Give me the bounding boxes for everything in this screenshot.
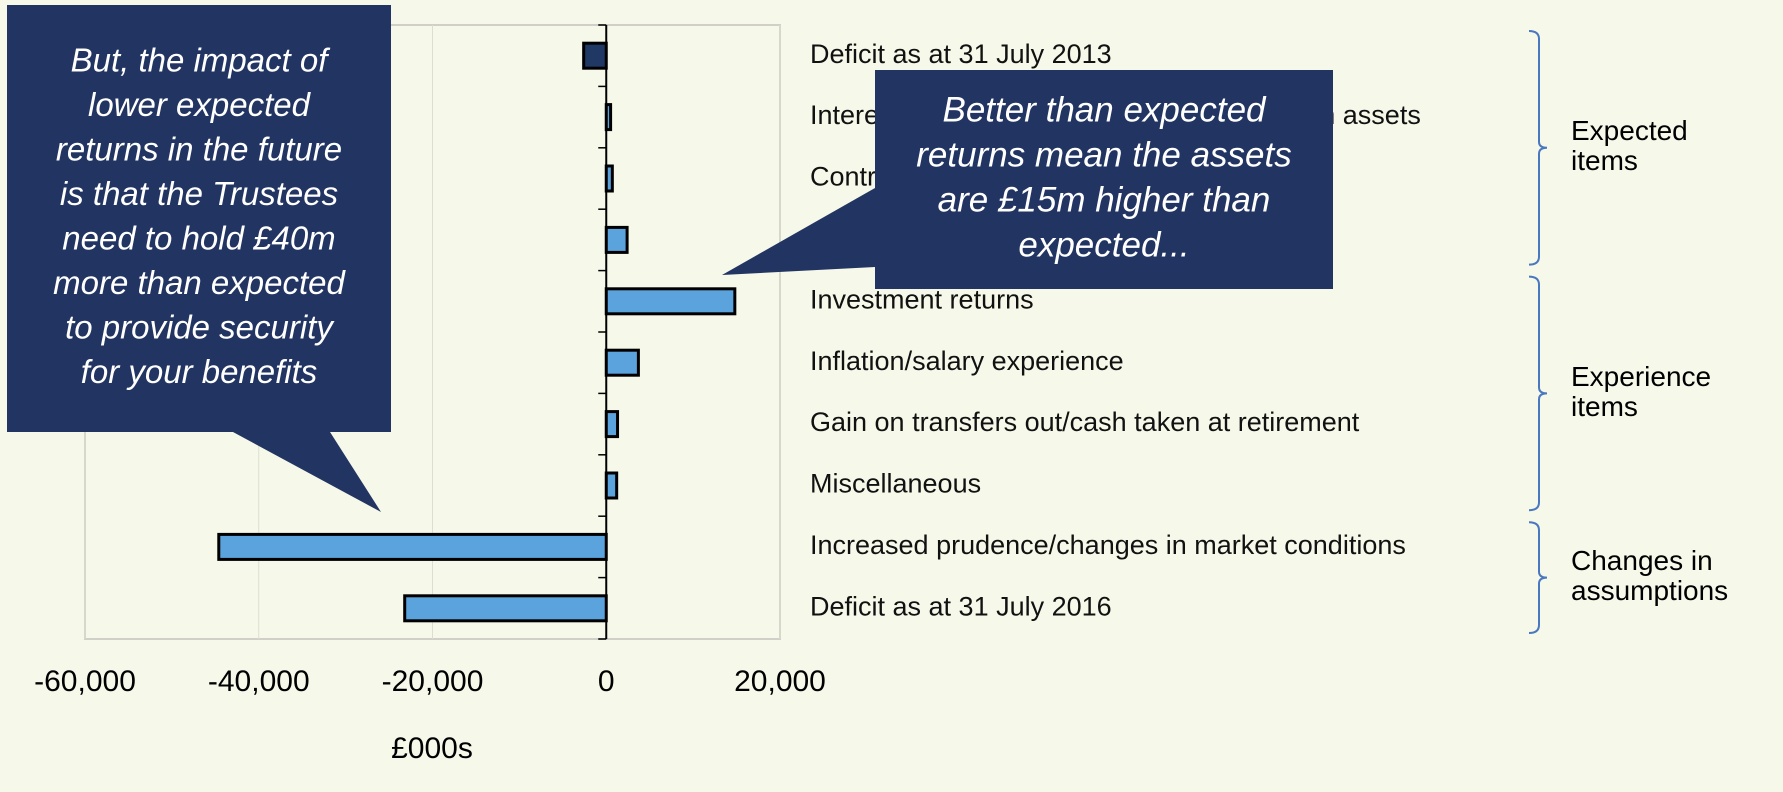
callout-text: Better than expected — [943, 90, 1268, 129]
bar — [604, 225, 629, 254]
callout-pointer — [233, 432, 381, 512]
group-label: Changes in — [1571, 545, 1713, 576]
callout-text: returns in the future — [56, 130, 342, 167]
group-bracket — [1528, 275, 1548, 512]
bar — [604, 348, 640, 377]
category-label: Increased prudence/changes in market con… — [810, 530, 1406, 560]
bar — [604, 410, 620, 439]
x-tick-label: 20,000 — [734, 665, 826, 698]
group-bracket — [1528, 521, 1548, 634]
group-label: Experience — [1571, 361, 1711, 392]
callout-text: need to hold £40m — [62, 219, 335, 256]
callout-text: is that the Trustees — [60, 175, 338, 212]
callout-text: lower expected — [88, 86, 312, 123]
bar — [604, 164, 614, 193]
x-tick-label: -40,000 — [208, 665, 310, 698]
category-label: Gain on transfers out/cash taken at reti… — [810, 407, 1360, 437]
group-label: items — [1571, 391, 1638, 422]
category-label: Investment returns — [810, 284, 1034, 314]
x-axis-label: £000s — [391, 732, 473, 765]
group-label: Expected — [1571, 115, 1688, 146]
callout-text: are £15m higher than — [938, 180, 1271, 219]
category-label: Deficit as at 31 July 2016 — [810, 591, 1112, 621]
callout-pointer — [722, 188, 875, 275]
group-label: items — [1571, 145, 1638, 176]
bar — [582, 41, 608, 70]
bar — [604, 103, 613, 132]
category-label: Miscellaneous — [810, 469, 981, 499]
group-bracket — [1528, 30, 1548, 266]
group-label: assumptions — [1571, 575, 1728, 606]
callout-box — [875, 70, 1333, 289]
bar — [604, 287, 737, 316]
category-label: Deficit as at 31 July 2013 — [810, 39, 1112, 69]
bar — [217, 532, 608, 561]
category-label: Inflation/salary experience — [810, 346, 1124, 376]
x-tick-label: -60,000 — [34, 665, 136, 698]
callout-text: expected... — [1018, 225, 1189, 264]
callout-text: But, the impact of — [71, 41, 332, 78]
callout-text: to provide security — [65, 308, 335, 345]
bar — [403, 594, 608, 623]
x-tick-label: 0 — [598, 665, 615, 698]
callout-text: returns mean the assets — [916, 135, 1291, 174]
bar — [604, 471, 619, 500]
callout-text: for your benefits — [81, 353, 318, 390]
x-tick-label: -20,000 — [382, 665, 484, 698]
callout-box — [7, 5, 391, 432]
callout-text: more than expected — [53, 264, 346, 301]
